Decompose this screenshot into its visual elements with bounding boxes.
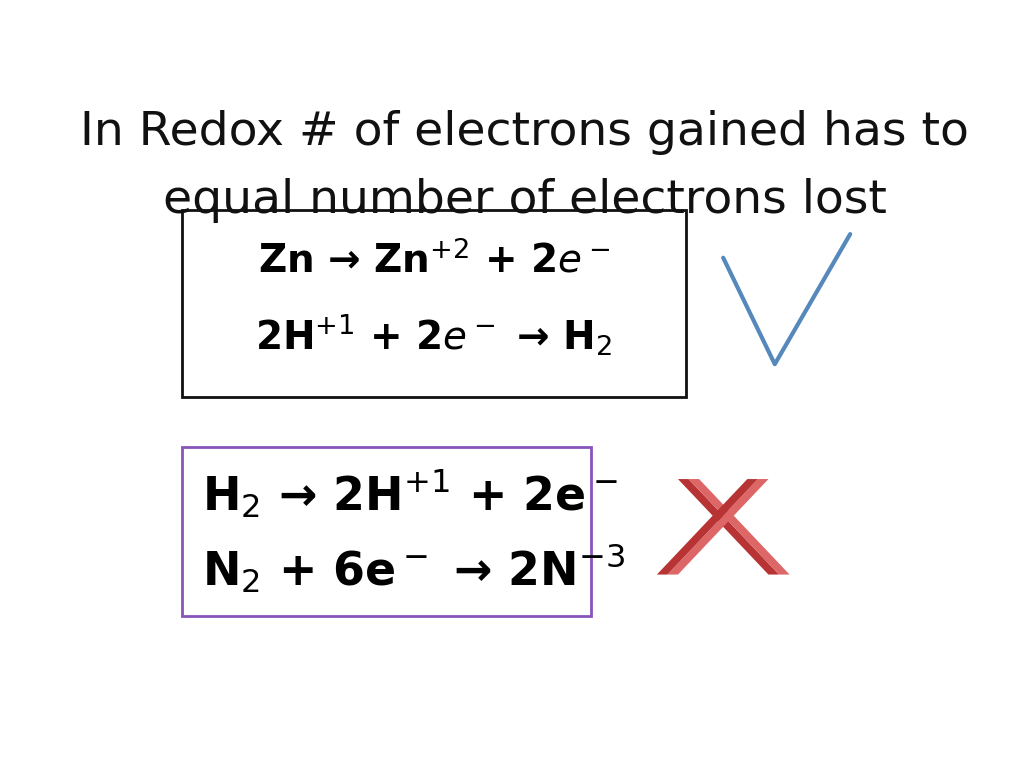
Text: N$_{2}$ + 6e$^-$ → 2N$^{-3}$: N$_{2}$ + 6e$^-$ → 2N$^{-3}$: [202, 541, 625, 595]
Text: Zn → Zn$^{+2}$ + 2$e^-$: Zn → Zn$^{+2}$ + 2$e^-$: [258, 241, 610, 280]
Polygon shape: [688, 479, 790, 574]
Bar: [182, 210, 686, 397]
Bar: [182, 447, 591, 615]
Text: 2H$^{+1}$ + 2$e^-$ → H$_{2}$: 2H$^{+1}$ + 2$e^-$ → H$_{2}$: [255, 313, 612, 358]
Polygon shape: [668, 479, 768, 574]
Polygon shape: [678, 479, 779, 574]
Text: equal number of electrons lost: equal number of electrons lost: [163, 178, 887, 223]
Text: H$_{2}$ → 2H$^{+1}$ + 2e$^-$: H$_{2}$ → 2H$^{+1}$ + 2e$^-$: [202, 468, 617, 521]
Polygon shape: [656, 479, 758, 574]
Text: In Redox # of electrons gained has to: In Redox # of electrons gained has to: [80, 110, 970, 155]
